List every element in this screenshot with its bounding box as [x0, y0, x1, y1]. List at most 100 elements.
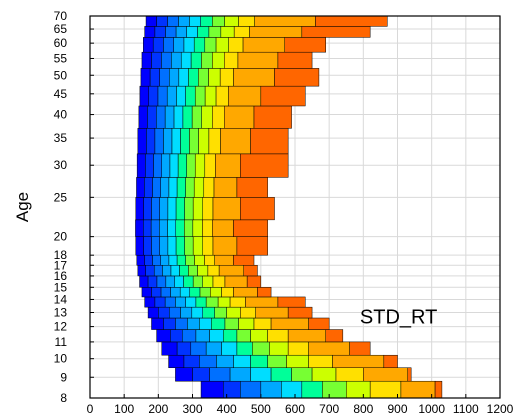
band-segment — [159, 236, 169, 256]
band-segment — [145, 265, 155, 277]
band-segment — [185, 177, 195, 198]
band-segment — [177, 153, 187, 178]
x-tick-label: 1200 — [487, 402, 514, 416]
band-segment — [308, 341, 350, 356]
band-segment — [159, 197, 169, 221]
band-segment — [186, 26, 198, 38]
band-segment — [252, 341, 270, 356]
y-tick-label: 70 — [54, 9, 68, 23]
band-segment — [229, 367, 251, 382]
band-segment — [233, 68, 275, 87]
band-segment — [223, 380, 241, 399]
x-tick-label: 0 — [87, 402, 94, 416]
band-segment — [175, 296, 186, 308]
band-segment — [267, 354, 287, 368]
band-segment — [212, 236, 238, 256]
y-tick-label: 11 — [55, 335, 68, 349]
band-segment — [236, 341, 253, 356]
band-segment — [233, 26, 250, 38]
band-segment — [407, 367, 412, 382]
band-segment — [160, 177, 170, 198]
band-segment — [203, 177, 215, 198]
band-segment — [157, 85, 168, 107]
y-axis-label: Age — [13, 192, 32, 222]
band-segment — [255, 306, 289, 319]
band-segment — [287, 341, 309, 356]
band-segment — [287, 329, 326, 343]
band-segment — [169, 68, 180, 87]
band-segment — [202, 306, 215, 319]
band-segment — [335, 367, 364, 382]
y-tick-label: 8 — [60, 391, 67, 405]
band-segment — [277, 51, 313, 69]
band-segment — [208, 68, 221, 87]
y-tick-label: 60 — [54, 36, 68, 50]
band-segment — [200, 15, 213, 27]
band-segment — [167, 219, 177, 237]
band-segment — [143, 236, 152, 256]
band-segment — [204, 85, 217, 107]
band-segment — [175, 26, 187, 38]
y-tick-label: 20 — [54, 230, 68, 244]
band-segment — [170, 265, 180, 277]
band-segment — [139, 275, 149, 288]
band-segment — [208, 128, 221, 155]
band-segment — [267, 329, 289, 343]
band-segment — [204, 254, 215, 266]
band-segment — [192, 367, 210, 382]
band-segment — [168, 354, 185, 368]
y-tick-label: 65 — [54, 22, 68, 36]
band-segment — [240, 306, 256, 319]
band-segment — [160, 287, 171, 298]
band-segment — [178, 15, 190, 27]
band-segment — [201, 51, 213, 69]
band-segment — [245, 296, 279, 308]
band-segment — [191, 105, 202, 129]
band-segment — [176, 341, 192, 356]
band-segment — [195, 296, 207, 308]
band-segment — [185, 254, 195, 266]
band-segment — [212, 275, 226, 288]
band-segment — [238, 15, 255, 27]
band-segment — [274, 68, 320, 87]
band-segment — [167, 236, 177, 256]
band-segment — [183, 37, 195, 53]
band-segment — [208, 26, 222, 38]
band-segment — [193, 177, 205, 198]
band-segment — [211, 317, 226, 330]
band-segment — [192, 219, 203, 237]
band-segment — [270, 317, 309, 330]
band-segment — [202, 275, 214, 288]
band-segment — [226, 306, 241, 319]
band-segment — [182, 329, 197, 343]
band-segment — [198, 68, 209, 87]
y-tick-label: 25 — [54, 190, 68, 204]
band-segment — [175, 317, 188, 330]
band-segment — [212, 105, 225, 129]
band-segment — [143, 37, 154, 53]
x-tick-label: 600 — [285, 402, 305, 416]
x-tick-label: 800 — [353, 402, 373, 416]
x-axis-ticks: 0 100 200 300 400 500 600 700 800 900 1000 1100 1200 — [87, 394, 514, 416]
band-segment — [214, 306, 227, 319]
band-segment — [158, 306, 170, 319]
band-segment — [141, 51, 152, 69]
y-tick-label: 18 — [54, 248, 68, 262]
band-segment — [215, 153, 241, 178]
band-segment — [192, 197, 204, 221]
band-segment — [136, 177, 145, 198]
band-segment — [164, 296, 176, 308]
x-tick-label: 200 — [148, 402, 168, 416]
band-segment — [284, 37, 326, 53]
band-segment — [164, 105, 175, 129]
band-segment — [175, 219, 185, 237]
band-segment — [188, 265, 198, 277]
band-segment — [168, 254, 178, 266]
band-segment — [212, 219, 234, 237]
band-segment — [325, 329, 344, 343]
band-segment — [190, 51, 202, 69]
band-segment — [233, 287, 258, 298]
band-segment — [147, 275, 158, 288]
band-segment — [179, 287, 191, 298]
band-segment — [151, 236, 160, 256]
